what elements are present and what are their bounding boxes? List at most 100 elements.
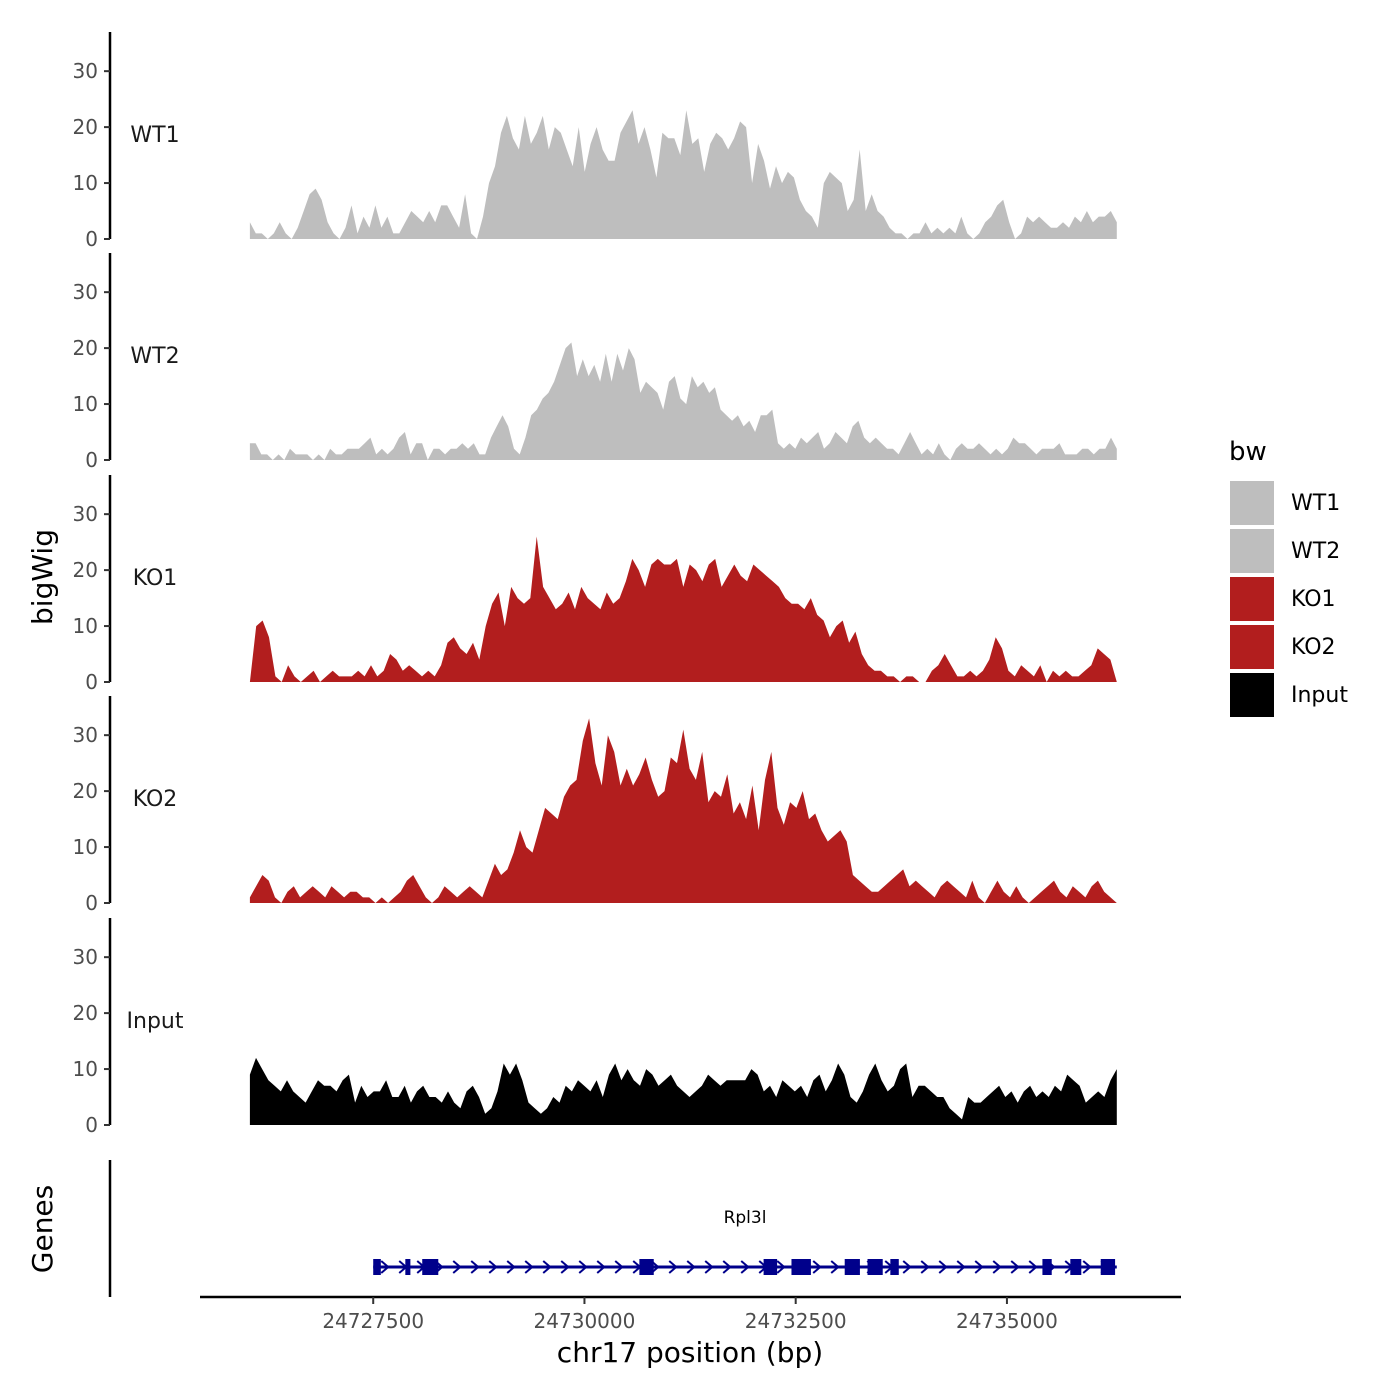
y-tick-label: 20 (73, 779, 98, 803)
strand-arrow (992, 1260, 1002, 1274)
track-label: WT2 (130, 344, 179, 369)
strand-arrow (740, 1260, 750, 1274)
gene-exon (1070, 1259, 1082, 1275)
y-tick-label: 20 (73, 1001, 98, 1025)
strand-arrow (614, 1260, 624, 1274)
legend-label: KO1 (1291, 587, 1336, 612)
track-panels: 0 10 20 30 WT1 0 10 20 30 WT2 0 10 20 30 KO1 0 10 20 30 KO2… (73, 32, 1117, 1137)
legend-swatch (1228, 623, 1276, 671)
strand-arrow (920, 1260, 930, 1274)
strand-arrow (596, 1260, 606, 1274)
strand-arrow (956, 1260, 966, 1274)
gene-exon (890, 1259, 899, 1275)
x-tick-label: 24732500 (745, 1309, 847, 1333)
track-panel-ko1: 0 10 20 30 KO1 (73, 475, 1117, 694)
y-tick-label: 10 (73, 392, 98, 416)
strand-arrow (1028, 1260, 1038, 1274)
y-tick-label: 0 (85, 1113, 98, 1137)
legend-label: WT1 (1291, 491, 1340, 516)
strand-arrow (542, 1260, 552, 1274)
strand-arrow (938, 1260, 948, 1274)
y-tick-label: 10 (73, 171, 98, 195)
y-tick-label: 20 (73, 558, 98, 582)
strand-arrow (830, 1260, 840, 1274)
legend-swatch (1228, 575, 1276, 623)
legend: bw WT1 WT2 KO1 KO2 Input (1228, 437, 1348, 719)
x-tick-label: 24735000 (956, 1309, 1058, 1333)
y-tick-label: 30 (73, 59, 98, 83)
y-tick-label: 30 (73, 723, 98, 747)
track-label: Input (127, 1009, 184, 1034)
legend-entry-ko1: KO1 (1228, 575, 1336, 623)
track-panel-input: 0 10 20 30 Input (73, 918, 1117, 1137)
gene-exon (844, 1259, 860, 1275)
legend-label: Input (1291, 683, 1348, 708)
strand-arrow (1082, 1260, 1092, 1274)
strand-arrow (1010, 1260, 1020, 1274)
y-tick-label: 20 (73, 336, 98, 360)
strand-arrow (974, 1260, 984, 1274)
y-tick-label: 30 (73, 502, 98, 526)
legend-label: KO2 (1291, 635, 1336, 660)
track-label: KO1 (133, 566, 178, 591)
legend-entry-wt2: WT2 (1228, 527, 1340, 575)
coverage-area-input (249, 1057, 1117, 1125)
track-panel-wt1: 0 10 20 30 WT1 (73, 32, 1117, 251)
coverage-area-wt2 (249, 342, 1117, 460)
strand-arrow (722, 1260, 732, 1274)
gene-exon (405, 1259, 411, 1275)
strand-arrow (470, 1260, 480, 1274)
strand-arrow (380, 1260, 390, 1274)
strand-arrow (578, 1260, 588, 1274)
y-tick-label: 20 (73, 115, 98, 139)
y-axis-title: bigWig (26, 529, 59, 625)
legend-title: bw (1229, 437, 1267, 467)
strand-arrow (452, 1260, 462, 1274)
gene-exon (373, 1259, 381, 1275)
gene-track: Rpl3l (108, 1160, 1117, 1297)
y-tick-label: 30 (73, 945, 98, 969)
y-tick-label: 10 (73, 835, 98, 859)
strand-arrow (776, 1260, 786, 1274)
gene-exon (867, 1259, 883, 1275)
legend-entry-ko2: KO2 (1228, 623, 1336, 671)
x-axis-title: chr17 position (bp) (557, 1336, 823, 1369)
track-panel-wt2: 0 10 20 30 WT2 (73, 253, 1117, 472)
legend-entry-wt1: WT1 (1228, 479, 1340, 527)
strand-arrow (686, 1260, 696, 1274)
y-tick-label: 0 (85, 227, 98, 251)
gene-exon (791, 1259, 811, 1275)
gene-exon (1042, 1259, 1052, 1275)
x-tick-label: 24730000 (534, 1309, 636, 1333)
strand-arrow (560, 1260, 570, 1274)
x-tick-label: 24727500 (322, 1309, 424, 1333)
coverage-area-ko2 (249, 718, 1117, 903)
x-axis: 24727500 24730000 24732500 24735000 (200, 1295, 1181, 1333)
y-tick-label: 0 (85, 891, 98, 915)
gene-exon (763, 1259, 778, 1275)
strand-arrow (524, 1260, 534, 1274)
coverage-area-wt1 (249, 110, 1117, 239)
track-label: KO2 (133, 787, 178, 812)
gene-name-label: Rpl3l (724, 1208, 767, 1228)
y-tick-label: 10 (73, 614, 98, 638)
track-panel-ko2: 0 10 20 30 KO2 (73, 696, 1117, 915)
y-tick-label: 30 (73, 280, 98, 304)
strand-arrow (488, 1260, 498, 1274)
strand-arrow (704, 1260, 714, 1274)
gene-exon (422, 1259, 439, 1275)
strand-arrow (668, 1260, 678, 1274)
track-label: WT1 (130, 123, 179, 148)
y-tick-label: 0 (85, 448, 98, 472)
legend-swatch (1228, 671, 1276, 719)
legend-swatch (1228, 527, 1276, 575)
legend-swatch (1228, 479, 1276, 527)
legend-entry-input: Input (1228, 671, 1348, 719)
y-tick-label: 10 (73, 1057, 98, 1081)
y-tick-label: 0 (85, 670, 98, 694)
gene-exon (639, 1259, 654, 1275)
gene-exon (1100, 1259, 1116, 1275)
gene-track-title: Genes (26, 1185, 59, 1273)
legend-label: WT2 (1291, 539, 1340, 564)
strand-arrow (902, 1260, 912, 1274)
